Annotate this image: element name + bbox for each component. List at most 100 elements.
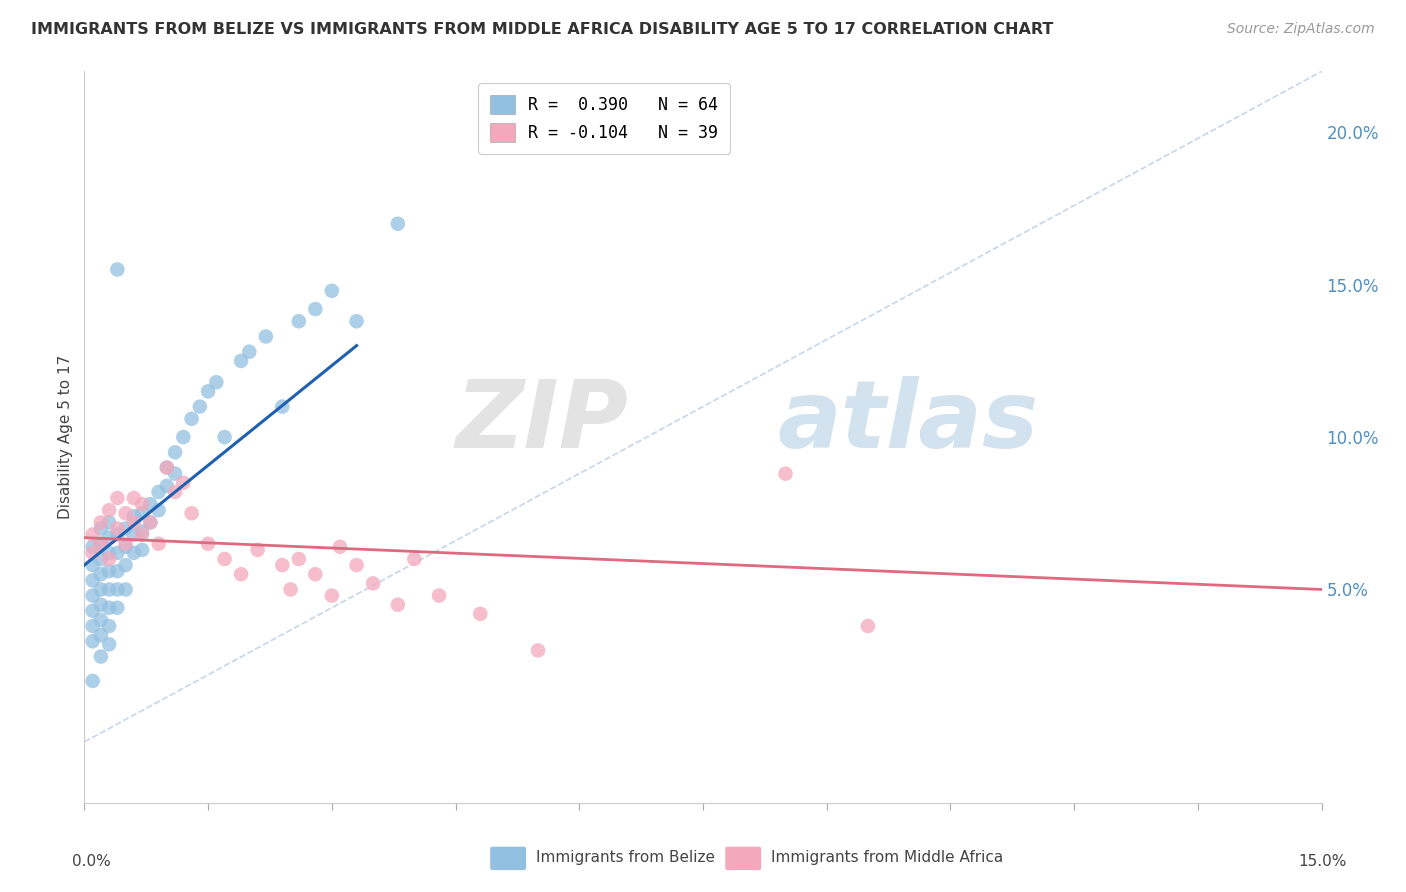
Point [105, 521, 128, 535]
Point [387, 598, 409, 612]
Point [148, 537, 170, 551]
Point [139, 516, 162, 530]
Point [82, 558, 104, 573]
Point [856, 619, 879, 633]
Point [122, 546, 145, 560]
Point [98, 516, 121, 530]
Y-axis label: Disability Age 5 to 17: Disability Age 5 to 17 [58, 355, 73, 519]
Point [427, 589, 450, 603]
Point [114, 506, 136, 520]
Point [214, 430, 236, 444]
Point [90, 598, 112, 612]
Point [82, 634, 104, 648]
Text: Immigrants from Middle Africa: Immigrants from Middle Africa [770, 850, 1004, 865]
Point [321, 589, 343, 603]
Point [90, 552, 112, 566]
Point [90, 582, 112, 597]
Point [288, 552, 311, 566]
Point [122, 527, 145, 541]
Point [254, 329, 277, 343]
Point [156, 479, 179, 493]
Point [271, 558, 294, 573]
Point [122, 491, 145, 505]
FancyBboxPatch shape [491, 847, 526, 870]
Point [304, 567, 326, 582]
Point [90, 521, 112, 535]
Point [172, 475, 194, 490]
Point [139, 516, 162, 530]
Point [90, 537, 112, 551]
Point [98, 531, 121, 545]
Text: 15.0%: 15.0% [1298, 854, 1347, 869]
Point [105, 491, 128, 505]
Point [197, 384, 219, 399]
Text: Source: ZipAtlas.com: Source: ZipAtlas.com [1227, 22, 1375, 37]
Point [82, 604, 104, 618]
Point [131, 524, 153, 539]
Point [304, 301, 326, 317]
Point [98, 600, 121, 615]
Point [82, 589, 104, 603]
Point [346, 558, 368, 573]
Point [114, 521, 136, 535]
Text: IMMIGRANTS FROM BELIZE VS IMMIGRANTS FROM MIDDLE AFRICA DISABILITY AGE 5 TO 17 C: IMMIGRANTS FROM BELIZE VS IMMIGRANTS FRO… [31, 22, 1053, 37]
Point [90, 649, 112, 664]
Point [197, 537, 219, 551]
Point [105, 527, 128, 541]
Text: Immigrants from Belize: Immigrants from Belize [536, 850, 716, 865]
Point [139, 497, 162, 511]
Point [148, 503, 170, 517]
Point [246, 542, 269, 557]
Point [98, 546, 121, 560]
Point [238, 344, 260, 359]
Point [98, 503, 121, 517]
Point [82, 673, 104, 688]
Point [470, 607, 492, 621]
Point [172, 430, 194, 444]
Point [114, 540, 136, 554]
Point [105, 546, 128, 560]
Point [205, 376, 228, 390]
Point [165, 445, 187, 459]
Point [329, 540, 352, 554]
Point [122, 509, 145, 524]
Point [105, 582, 128, 597]
Point [527, 643, 550, 657]
Point [156, 460, 179, 475]
Point [90, 537, 112, 551]
Point [98, 564, 121, 578]
Legend: R =  0.390   N = 64, R = -0.104   N = 39: R = 0.390 N = 64, R = -0.104 N = 39 [478, 83, 730, 153]
Point [180, 506, 202, 520]
Point [98, 637, 121, 651]
Point [775, 467, 797, 481]
Point [288, 314, 311, 328]
Point [105, 600, 128, 615]
Point [321, 284, 343, 298]
Point [214, 552, 236, 566]
Point [131, 527, 153, 541]
Text: atlas: atlas [778, 376, 1039, 468]
Text: 0.0%: 0.0% [72, 854, 111, 869]
Point [114, 582, 136, 597]
Point [165, 485, 187, 500]
Point [98, 582, 121, 597]
Point [82, 540, 104, 554]
Point [165, 467, 187, 481]
Point [114, 537, 136, 551]
Text: ZIP: ZIP [456, 376, 628, 468]
Point [188, 400, 211, 414]
Point [98, 619, 121, 633]
Point [82, 619, 104, 633]
Point [131, 497, 153, 511]
Point [82, 546, 104, 560]
Point [156, 460, 179, 475]
Point [271, 400, 294, 414]
Point [122, 516, 145, 530]
Point [229, 354, 252, 368]
Point [361, 576, 384, 591]
Point [346, 314, 368, 328]
Point [180, 412, 202, 426]
Point [387, 217, 409, 231]
Point [280, 582, 302, 597]
Point [90, 567, 112, 582]
